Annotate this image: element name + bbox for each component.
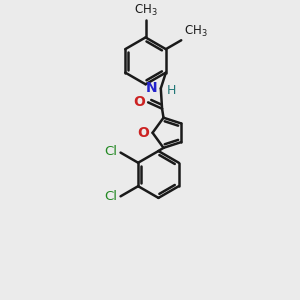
Text: O: O xyxy=(133,95,145,109)
Text: H: H xyxy=(167,84,176,97)
Text: Cl: Cl xyxy=(104,190,117,203)
Text: N: N xyxy=(146,81,157,95)
Text: O: O xyxy=(137,126,149,140)
Text: CH$_3$: CH$_3$ xyxy=(184,24,208,39)
Text: CH$_3$: CH$_3$ xyxy=(134,3,158,18)
Text: Cl: Cl xyxy=(104,146,117,158)
